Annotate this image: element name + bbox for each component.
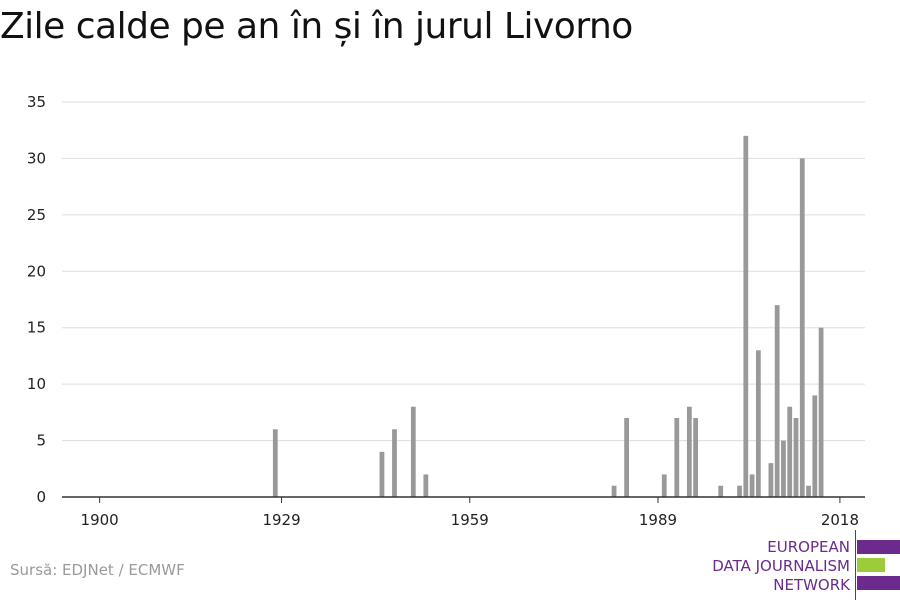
bar-2015 xyxy=(818,327,824,497)
bar-1947 xyxy=(392,429,397,497)
y-tick-label: 30 xyxy=(27,149,46,167)
y-tick-label: 5 xyxy=(36,432,46,450)
logo-line-1: EUROPEAN xyxy=(767,538,850,556)
bar-1990 xyxy=(661,474,667,497)
bar-1994 xyxy=(686,406,692,497)
bar-2003 xyxy=(743,135,749,497)
x-tick-label: 2018 xyxy=(821,511,859,529)
bar-1945 xyxy=(379,451,385,497)
bar-1984 xyxy=(624,418,629,497)
logo-bar-purple-bottom xyxy=(857,576,900,590)
bar-2011 xyxy=(793,418,799,497)
x-tick-label: 1900 xyxy=(81,511,119,529)
bar-2012 xyxy=(799,158,805,497)
bar-2007 xyxy=(768,463,774,497)
bar-2002 xyxy=(737,485,742,497)
bar-2004 xyxy=(749,474,755,497)
bar-1992 xyxy=(674,418,680,497)
x-tick-label: 1989 xyxy=(639,511,677,529)
bar-1995 xyxy=(693,418,699,497)
bar-1928 xyxy=(272,429,278,497)
bar-2010 xyxy=(787,406,793,497)
bar-2009 xyxy=(781,440,786,497)
source-note: Sursă: EDJNet / ECMWF xyxy=(10,561,185,579)
y-tick-label: 35 xyxy=(27,93,46,111)
x-tick-label: 1929 xyxy=(262,511,300,529)
logo-line-3: NETWORK xyxy=(773,576,850,594)
y-tick-label: 25 xyxy=(27,206,46,224)
bar-1950 xyxy=(410,406,416,497)
logo-bar-green xyxy=(857,558,885,572)
logo-bar-purple-top xyxy=(857,540,900,554)
bar-2005 xyxy=(755,350,761,497)
bar-1982 xyxy=(611,485,617,497)
bar-1952 xyxy=(423,474,429,497)
chart-title: Zile calde pe an în și în jurul Livorno xyxy=(0,6,633,47)
gridlines xyxy=(62,101,865,442)
bar-1999 xyxy=(718,485,724,497)
logo-divider xyxy=(855,530,856,600)
x-tick-label: 1959 xyxy=(451,511,489,529)
bar-2008 xyxy=(774,305,780,497)
y-tick-label: 0 xyxy=(36,488,46,506)
y-tick-label: 15 xyxy=(27,319,46,337)
bars xyxy=(272,135,824,497)
axes: 0 5 10 15 20 25 30 35 1900 1929 1959 1989 2018 xyxy=(27,93,865,529)
bar-2014 xyxy=(812,395,818,497)
logo-line-2: DATA JOURNALISM xyxy=(712,557,850,575)
y-tick-label: 20 xyxy=(27,262,46,280)
bar-2013 xyxy=(806,485,811,497)
y-tick-label: 10 xyxy=(27,375,46,393)
edjnet-logo: EUROPEAN DATA JOURNALISM NETWORK xyxy=(700,530,900,600)
